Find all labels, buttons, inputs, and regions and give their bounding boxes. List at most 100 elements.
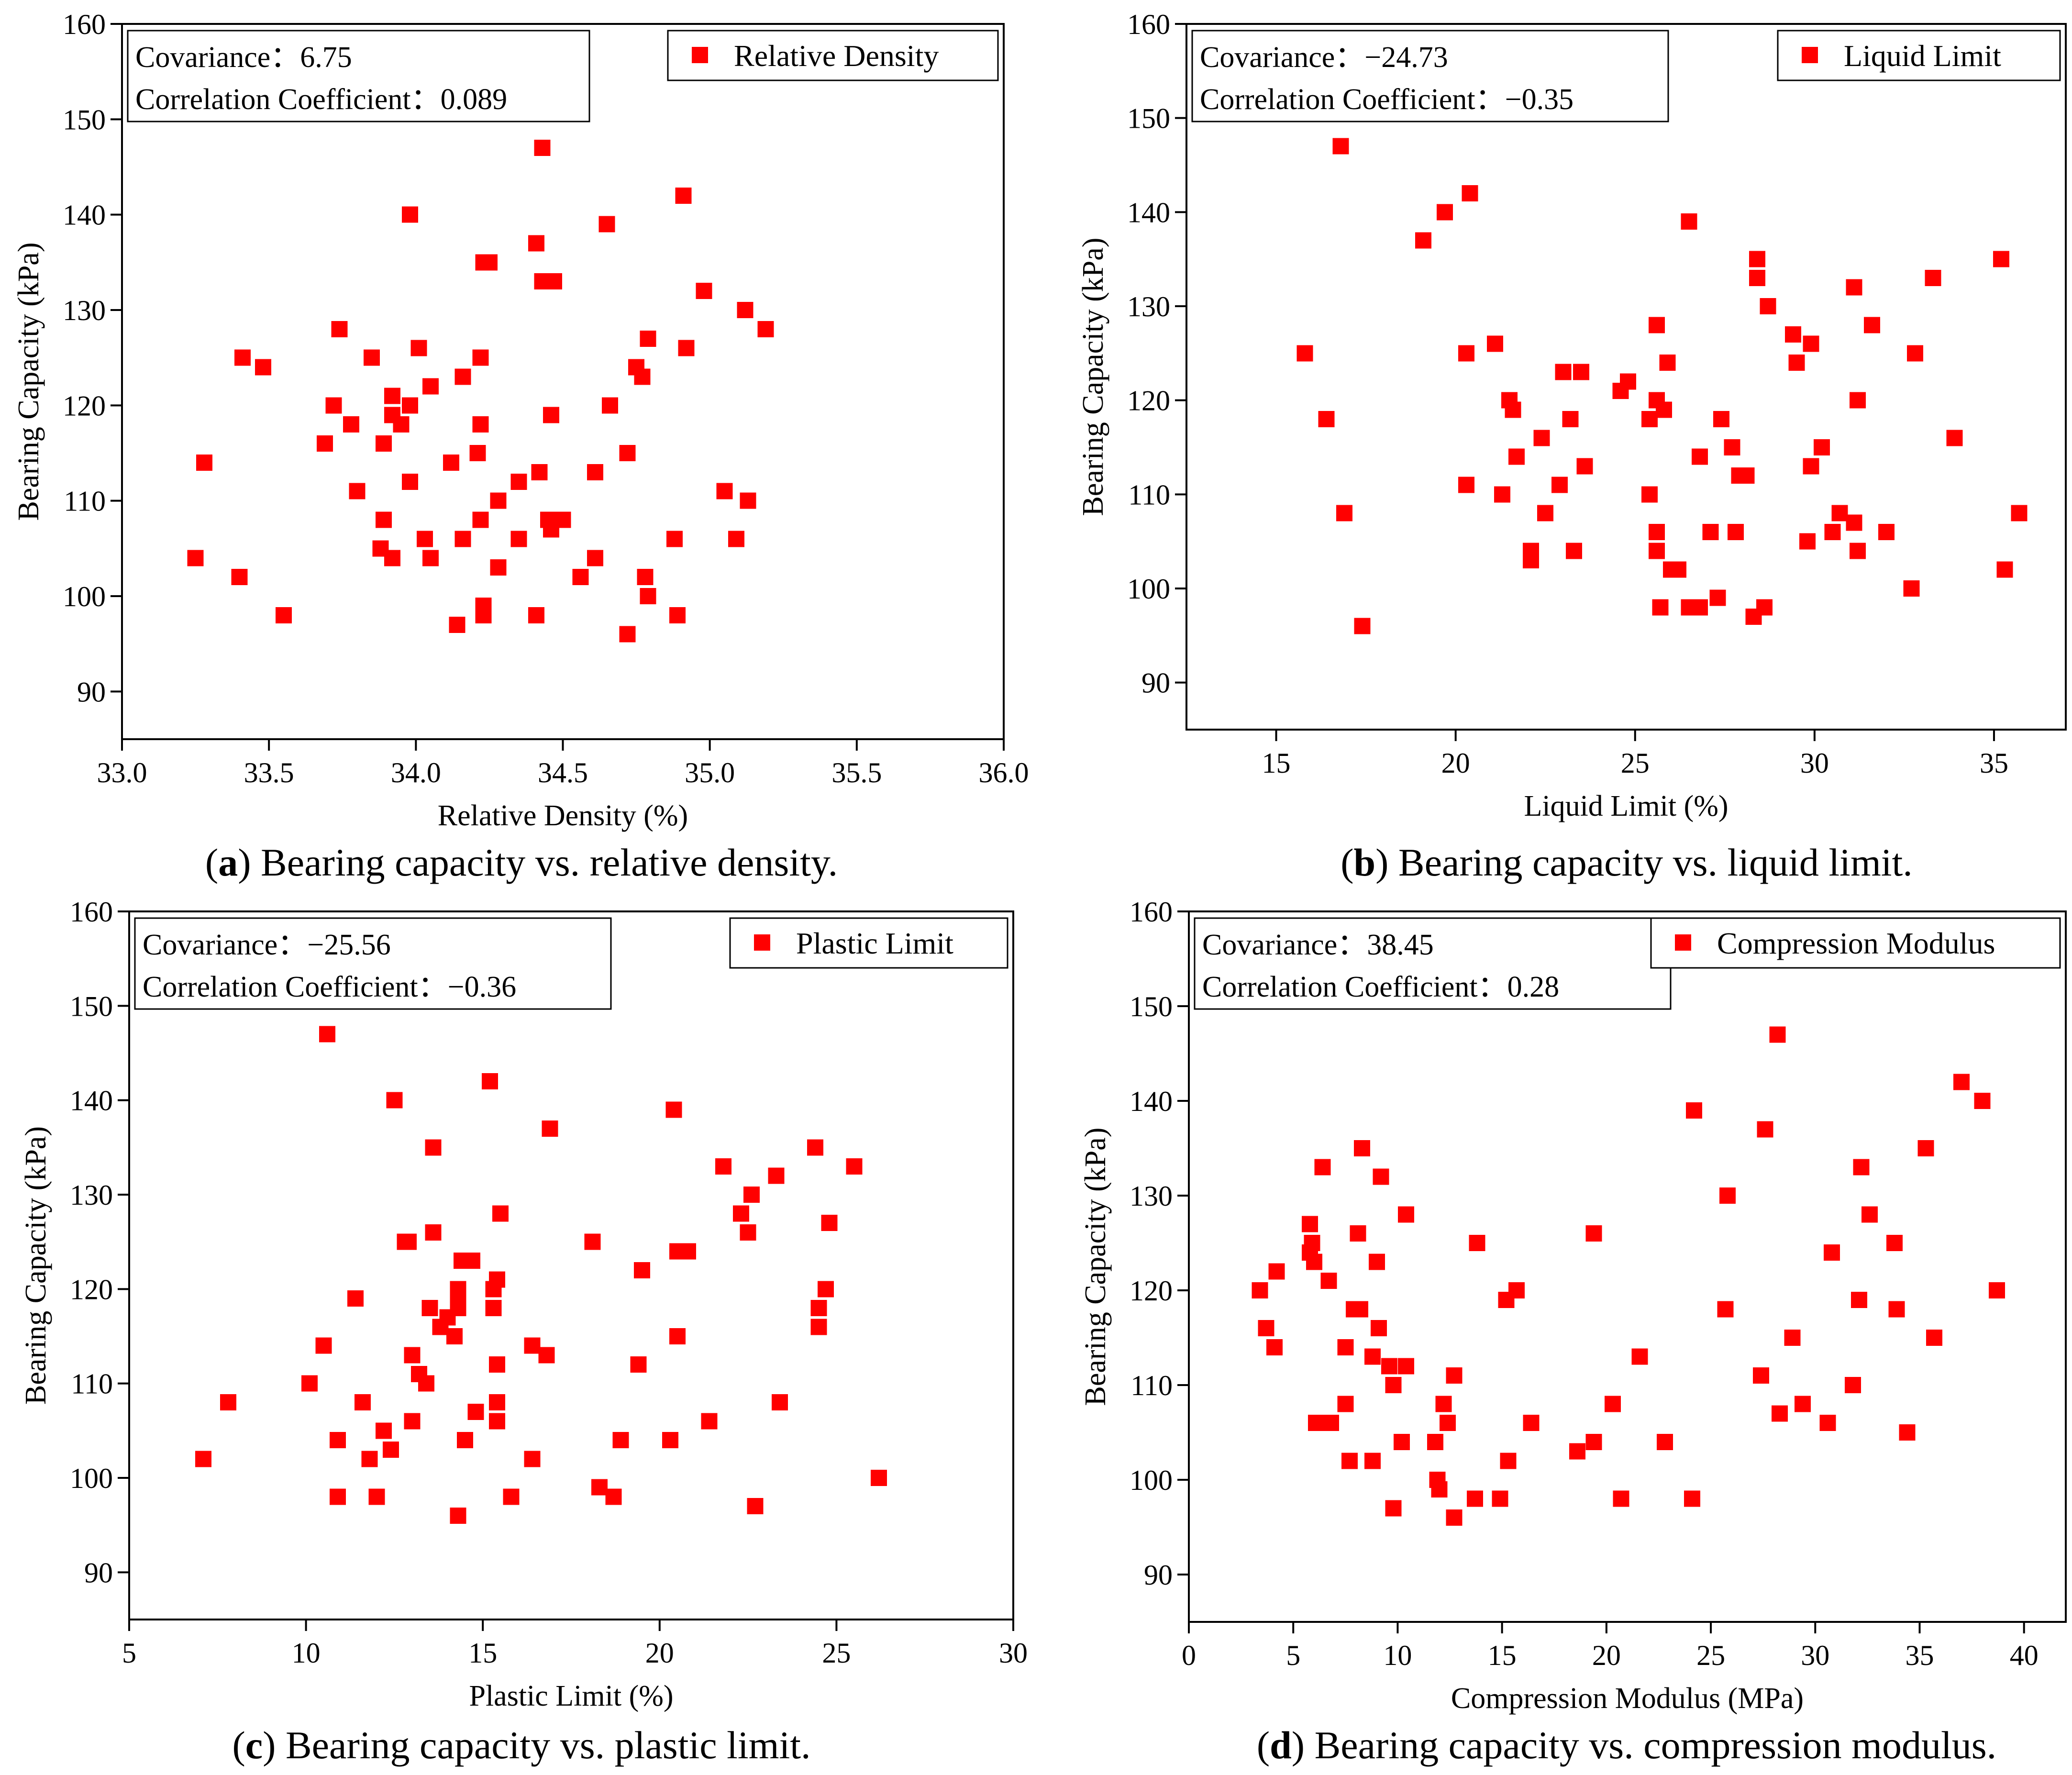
y-tick-label: 160 — [70, 896, 113, 928]
data-point — [538, 1347, 555, 1364]
data-point — [1462, 185, 1478, 201]
y-tick-label: 90 — [84, 1557, 113, 1588]
data-point — [331, 321, 348, 337]
data-point — [410, 340, 427, 356]
data-point — [1537, 505, 1554, 521]
data-point — [1431, 1481, 1448, 1498]
data-point — [1925, 270, 1941, 286]
data-point — [1354, 618, 1371, 634]
data-point — [821, 1215, 838, 1231]
data-point — [1727, 524, 1744, 540]
y-axis-title: Bearing Capacity (kPa) — [1077, 238, 1109, 516]
x-tick-label: 15 — [1262, 747, 1291, 779]
data-point — [1394, 1433, 1410, 1450]
plot-frame — [1186, 23, 2067, 731]
data-point — [1573, 364, 1590, 380]
x-tick-label: 10 — [292, 1637, 321, 1669]
data-point — [1555, 364, 1572, 380]
data-point — [1337, 1396, 1354, 1412]
data-point — [464, 1253, 481, 1269]
data-point — [347, 1290, 364, 1307]
y-tick-label: 150 — [63, 104, 106, 135]
data-point — [325, 397, 342, 414]
data-point — [1641, 486, 1658, 503]
data-point — [528, 607, 545, 623]
data-point — [364, 349, 380, 366]
stats-correlation: Correlation Coefficient：−0.35 — [1200, 83, 1573, 116]
data-point — [1364, 1453, 1381, 1469]
data-point — [1320, 1273, 1337, 1289]
data-point — [187, 550, 204, 566]
data-point — [1772, 1405, 1788, 1422]
y-tick-label: 90 — [1141, 667, 1170, 699]
data-point — [1385, 1377, 1402, 1393]
y-tick-label: 160 — [63, 9, 106, 40]
data-point — [375, 511, 392, 528]
data-point — [383, 1441, 399, 1458]
data-point — [1533, 430, 1550, 446]
data-point — [728, 531, 744, 547]
y-tick-label: 160 — [1130, 896, 1173, 928]
caption-text: Bearing capacity vs. relative density. — [251, 841, 838, 884]
data-point — [1899, 1424, 1916, 1441]
data-point — [1681, 213, 1697, 230]
data-point — [488, 1271, 505, 1288]
data-point — [488, 1356, 505, 1373]
data-point — [1888, 1301, 1905, 1318]
data-point — [546, 273, 563, 290]
data-point — [492, 1205, 509, 1222]
data-point — [740, 1224, 756, 1241]
y-axis-title: Bearing Capacity (kPa) — [1079, 1128, 1112, 1406]
panel-a: 33.0 33.5 34.0 34.5 35.0 35.5 36.0 90 100 110 120 1… — [12, 9, 1029, 884]
legend-box — [667, 30, 999, 81]
data-point — [1670, 561, 1686, 578]
data-point — [1500, 1453, 1517, 1469]
data-point — [587, 550, 604, 566]
data-point — [443, 454, 460, 471]
data-point — [1354, 1140, 1371, 1156]
data-point — [1302, 1216, 1319, 1232]
y-tick-label: 140 — [70, 1085, 113, 1117]
data-point — [1397, 1206, 1414, 1223]
data-point — [485, 1299, 502, 1316]
data-point — [1318, 411, 1335, 427]
data-point — [421, 1299, 438, 1316]
data-point — [1691, 599, 1708, 616]
data-point — [740, 492, 756, 509]
data-point — [1784, 1330, 1801, 1346]
data-point — [810, 1299, 827, 1316]
data-point — [1824, 524, 1841, 540]
x-tick-label: 25 — [1621, 747, 1650, 779]
data-point — [1684, 1490, 1700, 1507]
data-point — [220, 1394, 236, 1411]
caption: (b) Bearing capacity vs. liquid limit. — [1341, 841, 1913, 884]
data-point — [716, 483, 733, 499]
data-point — [1350, 1225, 1366, 1242]
data-point — [1996, 561, 2013, 578]
y-tick-label: 130 — [63, 295, 106, 326]
data-point — [454, 368, 471, 385]
data-point — [425, 1139, 442, 1156]
caption-paren-close: ) — [1292, 1723, 1305, 1767]
data-point — [234, 349, 251, 366]
data-point — [386, 1092, 403, 1109]
x-tick-label: 35 — [1980, 747, 2008, 779]
x-tick-label: 15 — [1488, 1640, 1517, 1671]
data-point — [255, 359, 271, 376]
data-point — [1258, 1320, 1274, 1337]
data-point — [1917, 1140, 1934, 1156]
data-point — [1846, 514, 1862, 531]
data-point — [368, 1488, 385, 1505]
data-point — [1719, 1187, 1736, 1204]
data-point — [1657, 1433, 1673, 1450]
data-point — [1523, 1415, 1540, 1431]
data-point — [1648, 543, 1665, 559]
data-point — [768, 1167, 785, 1184]
data-point — [1562, 411, 1579, 427]
data-point — [665, 1101, 682, 1118]
data-point — [662, 1432, 678, 1449]
data-point — [669, 607, 686, 623]
data-point — [375, 435, 392, 452]
data-point — [1492, 1490, 1508, 1507]
y-tick-label: 150 — [1130, 991, 1173, 1022]
